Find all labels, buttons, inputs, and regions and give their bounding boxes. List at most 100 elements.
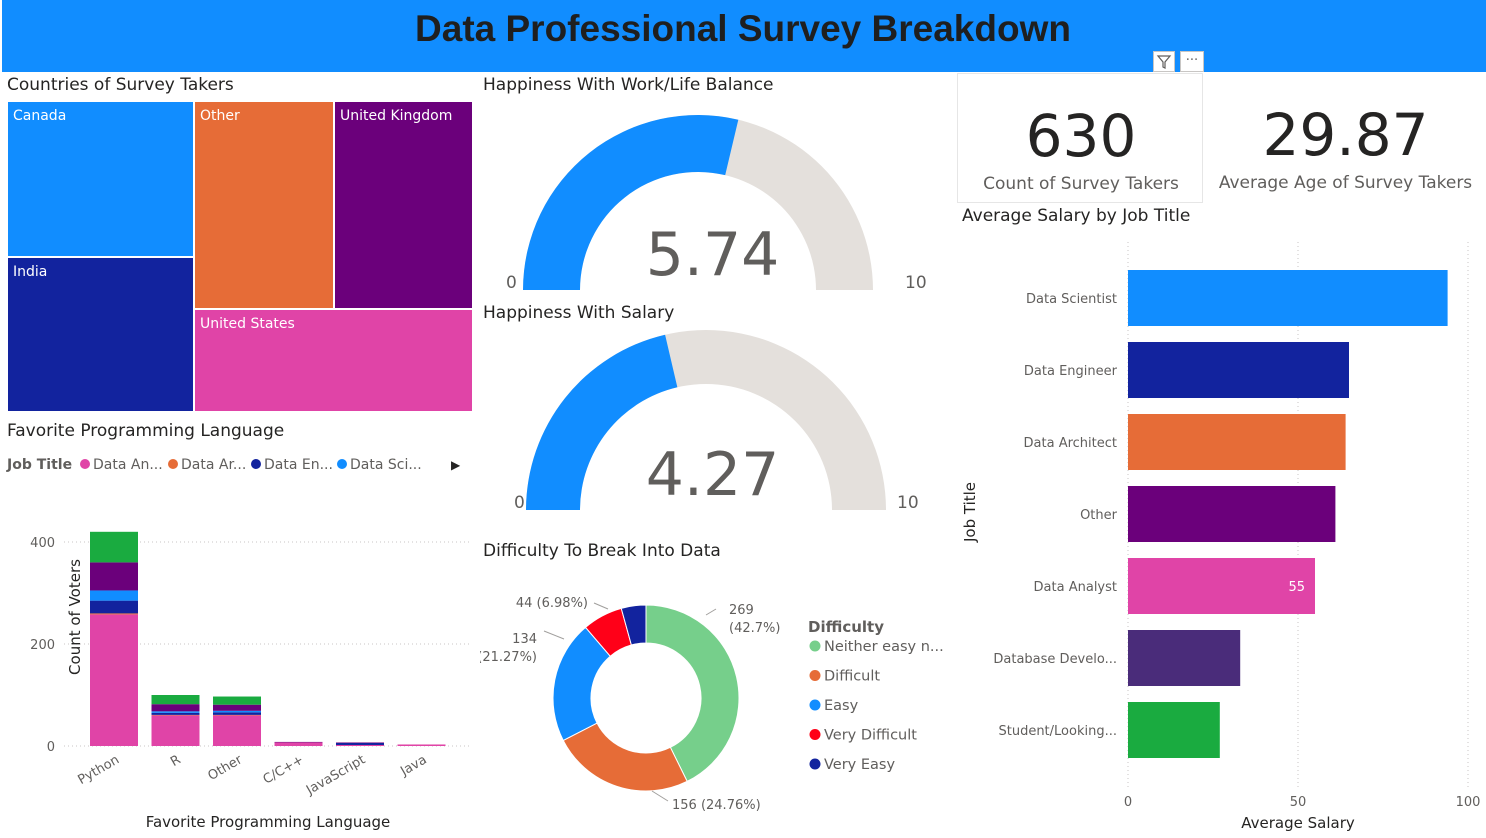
legend-item[interactable]: Very Difficult: [824, 728, 917, 744]
legend-item[interactable]: Difficult: [824, 669, 880, 685]
legend-marker: [809, 640, 821, 652]
legend-item[interactable]: Data Ar...: [181, 457, 246, 473]
column-segment[interactable]: [336, 744, 384, 746]
gauge-salary-happiness[interactable]: [480, 320, 950, 520]
treemap-tile-united-states[interactable]: United States: [194, 309, 473, 412]
column-segment[interactable]: [90, 531, 138, 563]
x-tick-label: Other: [206, 752, 246, 784]
column-segment[interactable]: [213, 696, 261, 705]
legend-marker: [809, 699, 821, 711]
x-axis-title: Average Salary: [1241, 814, 1355, 832]
donut-data-label: 269: [729, 603, 754, 618]
salary-bar[interactable]: [1128, 414, 1346, 470]
chart-legend[interactable]: Data An... Data Ar... Data En... Data Sci..…: [80, 457, 422, 473]
filter-icon[interactable]: [1153, 51, 1175, 72]
legend-item[interactable]: Neither easy n...: [824, 639, 944, 655]
leader-line: [543, 630, 565, 640]
leader-line: [651, 790, 669, 802]
column-segment[interactable]: [151, 715, 200, 746]
age-card[interactable]: 29.87 Average Age of Survey Takers: [1213, 73, 1478, 203]
donut-data-label: 156 (24.76%): [672, 798, 761, 813]
chart-legend[interactable]: Neither easy n... Difficult Easy Very Diffi…: [809, 639, 944, 773]
gauge-work-life-balance[interactable]: [480, 95, 950, 305]
column-segment[interactable]: [90, 562, 138, 591]
legend-title: Job Title: [6, 457, 72, 473]
legend-item[interactable]: Data Sci...: [350, 457, 422, 473]
x-tick-label: R: [168, 752, 183, 770]
x-tick-label: JavaScript: [303, 752, 368, 798]
language-chart-title: Favorite Programming Language: [7, 421, 285, 441]
y-tick-label: Database Develo...: [993, 652, 1117, 667]
column-segment[interactable]: [336, 742, 384, 745]
salary-bar[interactable]: [1128, 486, 1336, 542]
legend-item[interactable]: Data En...: [264, 457, 333, 473]
donut-slice[interactable]: [620, 604, 647, 646]
legend-next-arrow-icon[interactable]: ▶: [451, 458, 461, 472]
column-segment[interactable]: [274, 741, 323, 743]
column-segment[interactable]: [213, 710, 261, 713]
donut-slice[interactable]: [562, 722, 688, 792]
column-segment[interactable]: [90, 613, 138, 615]
column-segment[interactable]: [213, 715, 261, 746]
treemap-tile-label: United Kingdom: [340, 108, 453, 124]
column-segment[interactable]: [151, 704, 200, 712]
salary-bar[interactable]: [1128, 342, 1349, 398]
column-segment[interactable]: [151, 711, 200, 713]
column-segment[interactable]: [90, 614, 138, 746]
column-segment[interactable]: [90, 600, 138, 614]
legend-marker: [251, 459, 261, 469]
legend-item[interactable]: Data An...: [93, 457, 163, 473]
treemap-tile-united-kingdom[interactable]: United Kingdom: [334, 101, 473, 309]
difficulty-donut-chart[interactable]: 269 (42.7%) 156 (24.76%) 134 (21.27%) 44 (6.9…: [480, 565, 950, 835]
country-treemap[interactable]: Canada India Other United Kingdom United…: [7, 101, 473, 412]
gauge-work-min: 0: [506, 273, 517, 293]
donut-data-labels: 269 (42.7%) 156 (24.76%) 134 (21.27%) 44 (6.9…: [480, 596, 780, 813]
salary-bar-chart[interactable]: 0 50 100 Data Scientist Data Engineer Data Ar…: [955, 232, 1486, 838]
column-segment[interactable]: [151, 712, 200, 715]
salary-bars[interactable]: [1128, 270, 1448, 758]
y-axis-title: Job Title: [961, 482, 979, 543]
column-segment[interactable]: [213, 712, 261, 715]
x-tick-label: Python: [75, 752, 122, 788]
treemap-tile-other[interactable]: Other: [194, 101, 334, 309]
language-stacked-column-chart[interactable]: Job Title Data An... Data Ar... Data En...…: [0, 445, 476, 838]
more-options-icon[interactable]: ···: [1180, 51, 1204, 72]
legend-marker: [809, 670, 821, 681]
column-segment[interactable]: [151, 714, 200, 716]
x-tick-label: 50: [1290, 795, 1307, 810]
treemap-tile-canada[interactable]: Canada: [7, 101, 194, 257]
donut-data-label: (42.7%): [729, 621, 780, 636]
age-card-value: 29.87: [1262, 101, 1429, 169]
column-segment[interactable]: [274, 742, 323, 746]
count-card[interactable]: 630 Count of Survey Takers: [957, 73, 1203, 203]
column-bars[interactable]: [90, 531, 446, 746]
count-card-label: Count of Survey Takers: [983, 174, 1179, 194]
salary-bar[interactable]: [1128, 630, 1241, 686]
gauge-salary-min: 0: [514, 493, 525, 513]
salary-bar[interactable]: [1128, 270, 1448, 326]
donut-slice[interactable]: [645, 604, 740, 783]
legend-item[interactable]: Easy: [824, 698, 859, 714]
column-segment[interactable]: [90, 590, 138, 601]
column-segment[interactable]: [213, 714, 261, 716]
treemap-tile-label: United States: [200, 316, 295, 332]
gauge-work-title: Happiness With Work/Life Balance: [483, 75, 774, 95]
y-tick-label: Other: [1080, 508, 1118, 523]
treemap-tile-india[interactable]: India: [7, 257, 194, 412]
legend-item[interactable]: Very Easy: [824, 757, 895, 773]
column-segment[interactable]: [151, 695, 200, 705]
x-axis-title: Favorite Programming Language: [146, 813, 391, 831]
gauge-work-value: 5.74: [645, 220, 780, 290]
salary-bar[interactable]: [1128, 702, 1220, 758]
count-card-value: 630: [1025, 102, 1137, 170]
x-tick-label: C/C++: [261, 752, 307, 787]
column-segment[interactable]: [336, 742, 384, 743]
leader-line: [705, 608, 717, 616]
column-segment[interactable]: [213, 704, 261, 711]
donut-slices[interactable]: [552, 604, 740, 792]
column-segment[interactable]: [397, 744, 446, 746]
salary-chart-title: Average Salary by Job Title: [962, 206, 1191, 226]
salary-bar[interactable]: [1128, 558, 1315, 614]
difficulty-chart-title: Difficulty To Break Into Data: [483, 541, 721, 561]
page-title: Data Professional Survey Breakdown: [415, 8, 1071, 49]
